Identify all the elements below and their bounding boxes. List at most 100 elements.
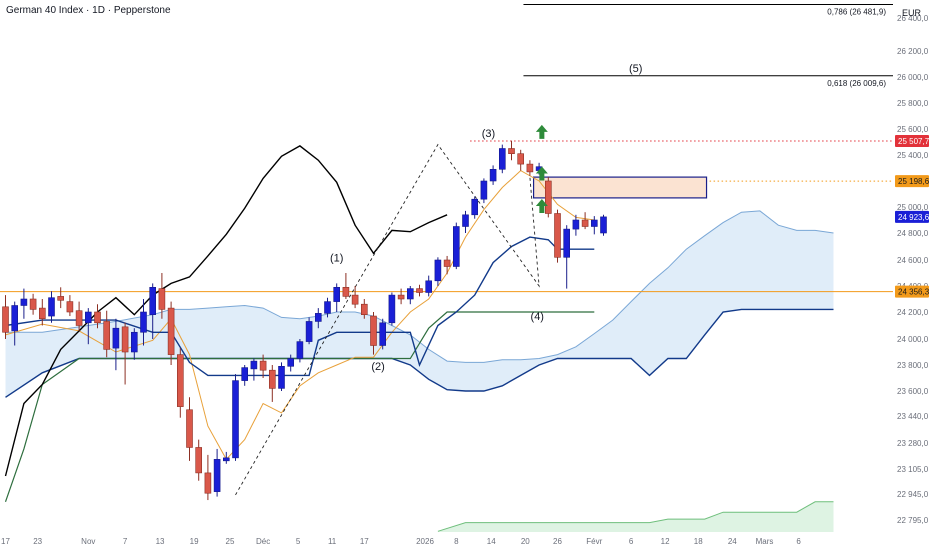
x-tick-label: 6	[629, 537, 634, 546]
candle	[287, 358, 295, 367]
elliott-wave-path	[235, 143, 540, 496]
candle	[213, 459, 221, 492]
candle	[103, 321, 110, 350]
y-tick-label: 23 280,0	[897, 439, 929, 448]
candle	[324, 301, 331, 314]
senkou-span-a	[5, 210, 834, 363]
candle	[149, 286, 156, 315]
wave-label: (2)	[371, 361, 384, 373]
x-tick-label: 18	[694, 537, 703, 546]
x-tick-label: 20	[521, 537, 530, 546]
candle	[29, 298, 37, 310]
candle	[66, 301, 74, 313]
y-tick-label: 26 400,0	[897, 14, 929, 23]
candle	[416, 288, 423, 293]
candle	[112, 327, 120, 349]
candle	[498, 148, 506, 170]
wave-label: (5)	[629, 63, 642, 75]
y-tick-label: 25 800,0	[897, 99, 929, 108]
candle	[572, 219, 580, 230]
chart-title: German 40 Index · 1D · Pepperstone	[6, 5, 171, 16]
candle	[480, 180, 488, 200]
x-tick-label: 8	[454, 537, 459, 546]
candle	[443, 259, 451, 267]
candle	[177, 354, 184, 407]
candle	[471, 198, 479, 216]
x-tick-label: Mars	[756, 537, 774, 546]
x-tick-label: 17	[1, 537, 10, 546]
candle	[305, 321, 313, 342]
candle	[75, 310, 83, 326]
candle	[259, 360, 267, 371]
price-badge-current-price	[895, 210, 929, 223]
y-tick-label: 23 105,0	[897, 465, 929, 474]
x-tick-label: 13	[156, 537, 165, 546]
x-tick-label: 2026	[416, 537, 434, 546]
candle	[406, 288, 414, 300]
time-axis-bg	[0, 532, 932, 550]
fib-label-0: 0,786 (26 481,9)	[827, 7, 886, 16]
currency-label: EUR	[902, 8, 922, 18]
x-tick-label: 12	[661, 537, 670, 546]
y-tick-label: 22 795,0	[897, 516, 929, 525]
candle	[223, 457, 230, 462]
x-tick-label: 11	[328, 537, 337, 546]
candle	[581, 219, 589, 227]
candle	[186, 409, 193, 448]
x-tick-label: Nov	[81, 537, 95, 546]
price-badge-text-support-upper: 25 198,6	[898, 177, 930, 186]
x-tick-label: 7	[123, 537, 128, 546]
candle	[544, 180, 552, 214]
candle	[250, 360, 258, 370]
ichimoku-cloud	[5, 210, 834, 398]
candle	[370, 315, 377, 346]
up-arrow-icon	[535, 124, 548, 139]
x-tick-label: 25	[226, 537, 235, 546]
candle	[508, 148, 515, 154]
x-tick-label: 17	[360, 537, 369, 546]
candle	[167, 307, 175, 355]
candle	[11, 305, 18, 332]
y-tick-label: 24 200,0	[897, 308, 929, 317]
price-badge-support-lower	[895, 285, 929, 298]
candle	[388, 294, 396, 324]
candle	[204, 472, 212, 494]
candle	[526, 163, 534, 173]
candle	[452, 226, 460, 267]
future-cloud	[437, 501, 834, 532]
candle	[94, 311, 101, 324]
candle	[121, 326, 129, 353]
price-axis-bg	[893, 0, 932, 550]
x-tick-label: 23	[33, 537, 42, 546]
y-tick-label: 22 945,0	[897, 490, 929, 499]
x-tick-label: 5	[296, 537, 301, 546]
candle	[397, 294, 405, 300]
y-tick-label: 24 600,0	[897, 256, 929, 265]
y-tick-label: 23 600,0	[897, 387, 929, 396]
y-tick-label: 24 800,0	[897, 229, 929, 238]
y-tick-label: 23 440,0	[897, 412, 929, 421]
up-arrow-icon	[535, 199, 548, 213]
candle	[278, 365, 285, 389]
candle	[462, 214, 469, 227]
tenkan-sen	[5, 169, 595, 461]
x-tick-label: Déc	[256, 537, 270, 546]
y-tick-label: 26 000,0	[897, 73, 929, 82]
candle	[425, 280, 433, 293]
candle	[333, 286, 341, 302]
candle	[241, 367, 248, 381]
candle	[590, 219, 598, 227]
x-tick-label: 26	[553, 537, 562, 546]
x-tick-label: 24	[728, 537, 737, 546]
y-tick-label: 25 600,0	[897, 125, 929, 134]
candle	[195, 447, 202, 474]
x-tick-label: 6	[796, 537, 801, 546]
candle	[140, 311, 147, 333]
wave-label: (4)	[531, 311, 544, 323]
kijun-sen	[5, 236, 595, 377]
candle	[351, 294, 359, 305]
candle	[232, 380, 239, 459]
fib-label-1: 0,618 (26 009,6)	[827, 79, 886, 88]
up-arrow-icon	[535, 166, 548, 181]
